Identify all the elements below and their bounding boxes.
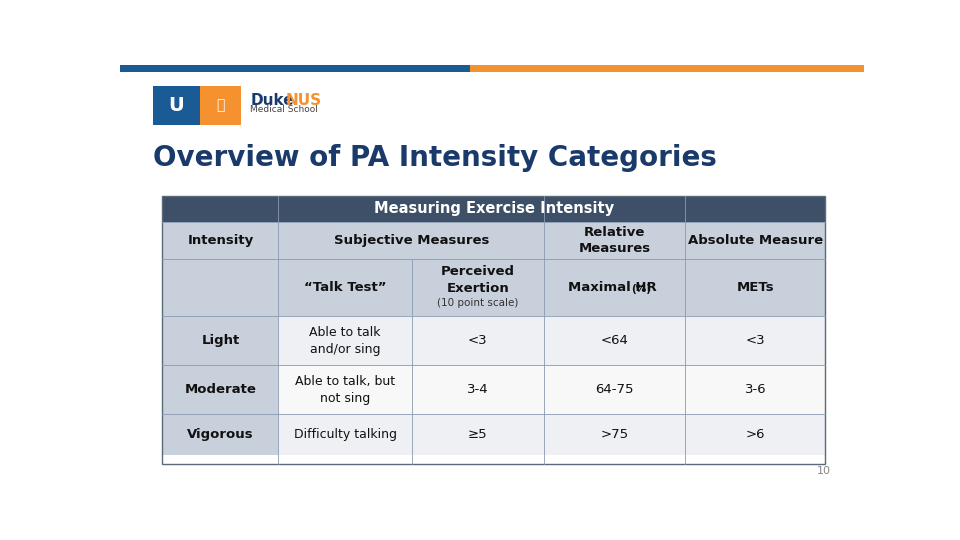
- Text: <3: <3: [746, 334, 765, 347]
- Bar: [544, 316, 685, 366]
- Text: Subjective Measures: Subjective Measures: [333, 234, 489, 247]
- Text: Able to talk
and/or sing: Able to talk and/or sing: [309, 326, 381, 356]
- Text: Able to talk, but
not sing: Able to talk, but not sing: [295, 375, 396, 404]
- Bar: [278, 316, 412, 366]
- Text: >6: >6: [746, 428, 765, 441]
- Text: Overview of PA Intensity Categories: Overview of PA Intensity Categories: [154, 144, 717, 172]
- Text: Absolute Measure: Absolute Measure: [687, 234, 823, 247]
- Text: 3-4: 3-4: [468, 383, 489, 396]
- Text: Difficulty talking: Difficulty talking: [294, 428, 396, 441]
- Bar: [469, 65, 864, 72]
- Bar: [412, 316, 544, 366]
- Text: Moderate: Moderate: [184, 383, 256, 396]
- Text: Vigorous: Vigorous: [187, 428, 253, 441]
- Bar: [162, 259, 278, 316]
- Text: NUS: NUS: [285, 93, 322, 109]
- Bar: [544, 221, 685, 259]
- Text: Perceived
Exertion: Perceived Exertion: [441, 266, 515, 295]
- Bar: [162, 196, 826, 221]
- Bar: [162, 316, 278, 366]
- Text: Light: Light: [202, 334, 240, 347]
- Text: Measuring Exercise Intensity: Measuring Exercise Intensity: [373, 201, 614, 216]
- Text: <64: <64: [601, 334, 629, 347]
- Bar: [412, 366, 544, 415]
- Bar: [278, 259, 412, 316]
- Text: Maximal HR: Maximal HR: [568, 281, 661, 294]
- Bar: [544, 415, 685, 455]
- Text: Medical School: Medical School: [251, 105, 318, 114]
- Bar: [162, 415, 278, 455]
- Bar: [685, 316, 826, 366]
- Bar: [685, 259, 826, 316]
- Text: >75: >75: [601, 428, 629, 441]
- Bar: [120, 65, 469, 72]
- Bar: [412, 259, 544, 316]
- Text: ≥5: ≥5: [468, 428, 488, 441]
- Bar: [201, 85, 241, 125]
- Text: U: U: [169, 96, 184, 115]
- Bar: [162, 196, 826, 464]
- Text: “Talk Test”: “Talk Test”: [303, 281, 386, 294]
- Bar: [685, 221, 826, 259]
- Text: <3: <3: [468, 334, 488, 347]
- Text: ⛨: ⛨: [216, 98, 225, 112]
- Text: 64-75: 64-75: [595, 383, 634, 396]
- Bar: [544, 259, 685, 316]
- Bar: [278, 366, 412, 415]
- Bar: [544, 366, 685, 415]
- Text: Relative
Measures: Relative Measures: [579, 226, 651, 255]
- Bar: [162, 221, 278, 259]
- Text: Intensity: Intensity: [187, 234, 253, 247]
- Text: (%): (%): [631, 284, 651, 294]
- Bar: [685, 366, 826, 415]
- Bar: [278, 415, 412, 455]
- Bar: [278, 221, 544, 259]
- Text: 10: 10: [817, 465, 830, 476]
- Text: Duke: Duke: [251, 93, 294, 109]
- Text: 3-6: 3-6: [745, 383, 766, 396]
- Text: (10 point scale): (10 point scale): [437, 299, 518, 308]
- Bar: [685, 415, 826, 455]
- Bar: [162, 366, 278, 415]
- Text: METs: METs: [736, 281, 774, 294]
- Bar: [412, 415, 544, 455]
- Bar: [154, 85, 200, 125]
